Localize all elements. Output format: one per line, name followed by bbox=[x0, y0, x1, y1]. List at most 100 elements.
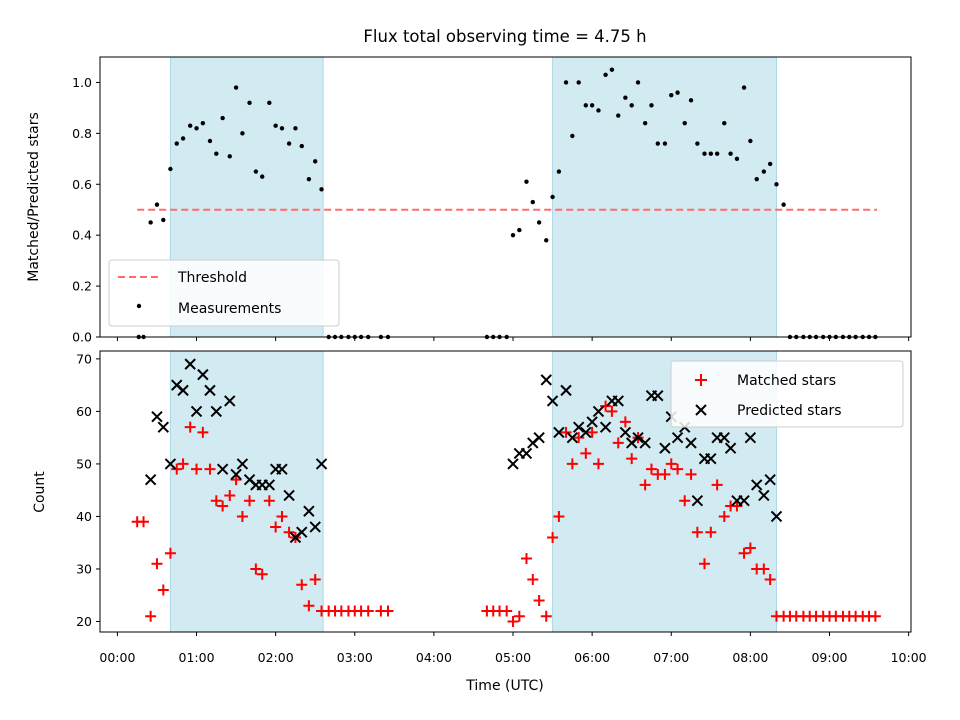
matched-star-point bbox=[560, 426, 572, 438]
predicted-star-point bbox=[164, 458, 177, 470]
measurement-point bbox=[299, 143, 304, 149]
predicted-star-point bbox=[599, 421, 612, 433]
measurement-point bbox=[279, 126, 285, 131]
measurement-point bbox=[260, 174, 265, 179]
measurement-point bbox=[616, 113, 621, 118]
matched-star-point bbox=[869, 610, 881, 622]
matched-star-point bbox=[711, 479, 723, 491]
matched-star-point bbox=[501, 605, 513, 617]
matched-star-point bbox=[184, 421, 196, 433]
x-axis-label: Time (UTC) bbox=[465, 678, 543, 694]
measurement-point bbox=[233, 85, 239, 90]
matched-star-point bbox=[758, 563, 770, 575]
measurement-point bbox=[734, 156, 740, 162]
measurement-point bbox=[642, 120, 648, 126]
matched-legend-swatch bbox=[695, 374, 707, 386]
measurement-point bbox=[728, 151, 733, 156]
measurement-point bbox=[722, 120, 727, 126]
predicted-star-point bbox=[204, 384, 216, 397]
matched-star-point bbox=[210, 495, 222, 507]
measurement-point bbox=[748, 138, 753, 144]
measurement-point bbox=[536, 220, 542, 225]
measurement-point bbox=[154, 202, 160, 207]
y-tick-label: 30 bbox=[76, 561, 92, 576]
measurement-point bbox=[168, 166, 173, 172]
y-tick-label: 0.6 bbox=[72, 177, 92, 192]
matched-star-point bbox=[600, 400, 612, 412]
matched-star-point bbox=[626, 453, 638, 465]
matched-star-point bbox=[744, 542, 756, 554]
measurement-point bbox=[563, 80, 569, 85]
predicted-star-point bbox=[738, 494, 750, 507]
matched-star-point bbox=[527, 573, 539, 585]
y-tick-label: 40 bbox=[76, 509, 92, 524]
matched-star-point bbox=[171, 463, 183, 475]
measurement-point bbox=[774, 182, 779, 187]
predicted-star-point bbox=[177, 384, 189, 397]
matched-star-point bbox=[256, 568, 268, 580]
matched-legend-label: Matched stars bbox=[737, 373, 836, 389]
x-tick-label: 03:00 bbox=[337, 650, 373, 665]
predicted-star-point bbox=[758, 489, 770, 502]
matched-star-point bbox=[204, 463, 216, 475]
predicted-star-point bbox=[586, 416, 598, 428]
predicted-star-point bbox=[197, 368, 209, 381]
measurement-point bbox=[161, 217, 166, 223]
measurement-point bbox=[655, 141, 661, 146]
matched-star-point bbox=[191, 463, 203, 475]
predicted-star-point bbox=[151, 410, 163, 423]
matched-star-point bbox=[382, 605, 394, 617]
y-tick-label: 70 bbox=[76, 351, 92, 366]
predicted-star-point bbox=[553, 426, 565, 439]
matched-star-point bbox=[138, 516, 150, 528]
predicted-star-point bbox=[276, 463, 288, 475]
predicted-star-point bbox=[190, 405, 203, 418]
observing-bands bbox=[169, 56, 777, 338]
matched-star-point bbox=[151, 558, 163, 570]
predicted-star-point bbox=[184, 358, 196, 370]
ratio-panel: 0.0 0.2 0.4 0.6 0.8 1.0 Matched/Predicted sta… bbox=[26, 56, 912, 345]
predicted-star-point bbox=[309, 521, 321, 533]
predicted-legend-swatch bbox=[695, 404, 707, 416]
matched-star-point bbox=[309, 573, 321, 585]
measurement-point bbox=[781, 202, 786, 207]
observing-bands bbox=[169, 350, 777, 633]
matched-star-point bbox=[157, 584, 169, 596]
measurement-point bbox=[635, 80, 641, 85]
measurement-point bbox=[754, 176, 759, 182]
measurement-point bbox=[207, 138, 213, 144]
measurement-point bbox=[708, 151, 714, 156]
predicted-star-point bbox=[751, 479, 763, 491]
measurement-point bbox=[688, 98, 694, 103]
ratio-legend-box bbox=[108, 259, 340, 327]
measurement-point bbox=[609, 67, 615, 72]
measurement-point bbox=[761, 169, 767, 174]
y-tick-label: 0.2 bbox=[72, 279, 92, 294]
measurement-point bbox=[550, 194, 555, 200]
predicted-star-point bbox=[580, 426, 592, 439]
predicted-star-point bbox=[639, 437, 651, 449]
matched-star-point bbox=[586, 426, 598, 438]
count-legend: Matched stars Predicted stars bbox=[670, 360, 904, 428]
measurement-point bbox=[220, 115, 225, 121]
predicted-star-point bbox=[718, 431, 730, 444]
measurement-point bbox=[240, 131, 245, 136]
measurement-point bbox=[273, 123, 278, 128]
matched-star-point bbox=[566, 458, 578, 470]
measurement-point bbox=[669, 92, 674, 98]
predicted-star-point bbox=[659, 442, 671, 454]
predicted-star-point bbox=[572, 421, 585, 433]
measurement-point bbox=[682, 120, 687, 126]
matched-star-point bbox=[547, 531, 559, 543]
measurement-point bbox=[293, 126, 298, 131]
count-plot-frame bbox=[99, 350, 912, 633]
x-tick-label: 02:00 bbox=[258, 650, 294, 665]
measurement-point bbox=[247, 100, 252, 106]
measurement-point bbox=[570, 133, 575, 139]
measurement-point bbox=[187, 123, 193, 128]
predicted-star-point bbox=[744, 431, 757, 444]
predicted-star-point bbox=[632, 431, 644, 444]
y-tick-label: 0.8 bbox=[72, 126, 92, 141]
measurement-point bbox=[530, 199, 535, 205]
